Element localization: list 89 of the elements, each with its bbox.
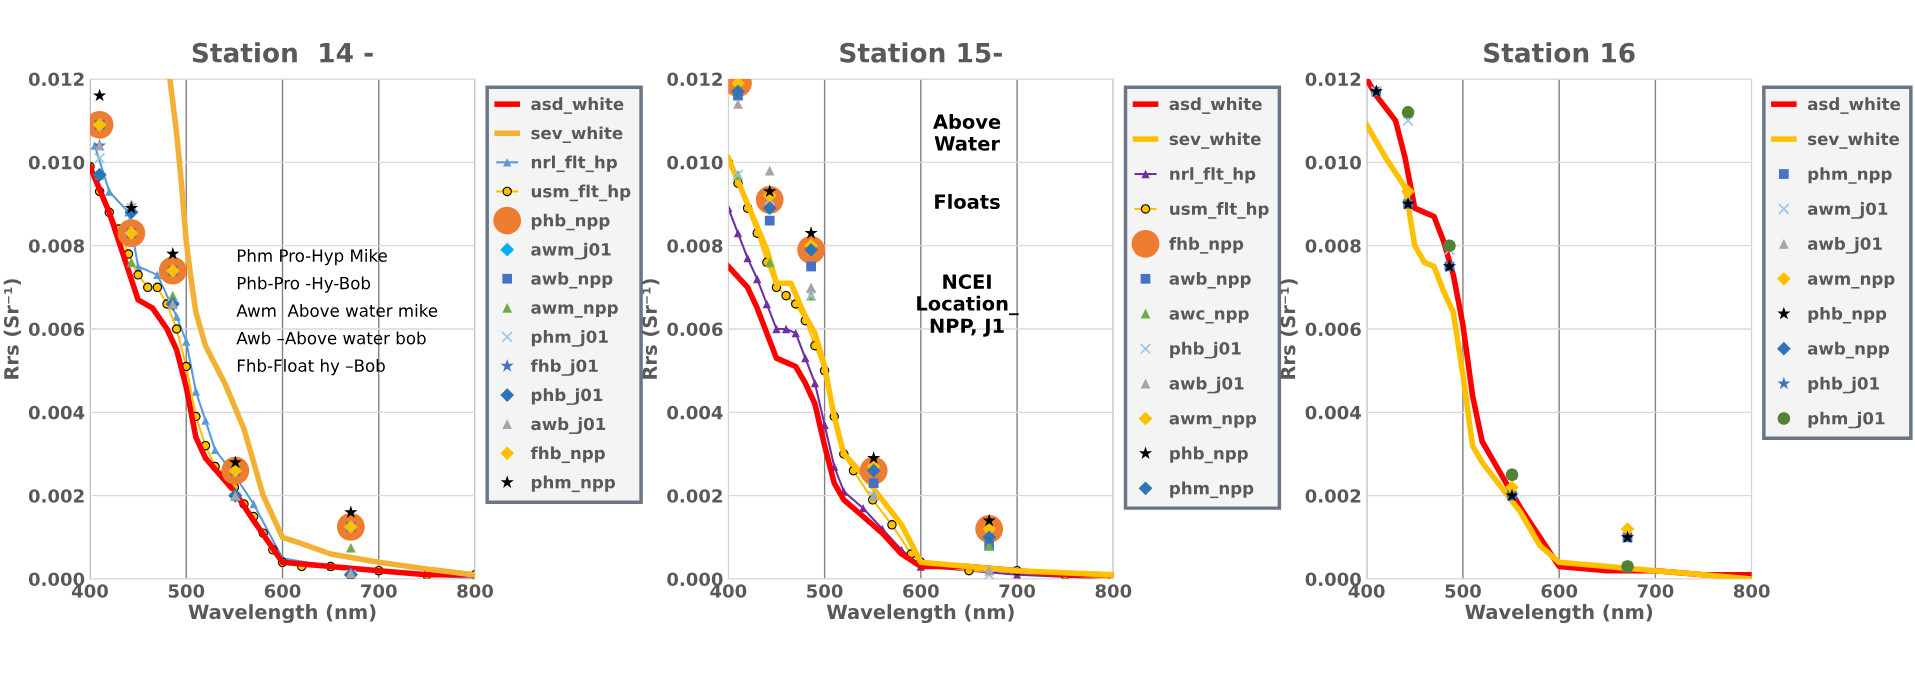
x-tick-label: 600 bbox=[264, 584, 301, 598]
x-tick-label: 500 bbox=[807, 584, 843, 598]
chart-title: Station 14 - bbox=[192, 42, 373, 63]
x-tick-label: 400 bbox=[710, 584, 747, 598]
x-axis-title: Wavelength (nm) bbox=[188, 604, 376, 624]
legend-label: awm_npp bbox=[1169, 415, 1257, 429]
legend-label: awc_npp bbox=[1169, 310, 1249, 324]
y-tick-label: 0.010 bbox=[1305, 155, 1361, 170]
chart-title: Station 16 bbox=[1484, 42, 1635, 63]
y-tick-label: 0.002 bbox=[667, 489, 722, 503]
y-tick-label: 0.012 bbox=[28, 72, 84, 87]
legend-label: sev_white bbox=[531, 126, 623, 144]
legend-label: awb_npp bbox=[531, 271, 613, 289]
x-axis-title: Wavelength (nm) bbox=[1465, 604, 1653, 624]
legend-label: phm_npp bbox=[531, 475, 615, 493]
legend-label: phb_j01 bbox=[531, 388, 603, 405]
x-tick-label: 600 bbox=[903, 584, 939, 598]
y-axis-title: Rrs (Sr⁻¹) bbox=[3, 279, 21, 379]
y-tick-label: 0.012 bbox=[667, 72, 722, 87]
x-tick-label: 700 bbox=[1637, 584, 1674, 598]
y-axis-title: Rrs (Sr⁻¹) bbox=[642, 279, 660, 379]
legend-label: phb_npp bbox=[531, 213, 610, 231]
y-tick-label: 0.004 bbox=[667, 405, 723, 420]
y-tick-label: 0.010 bbox=[667, 155, 723, 170]
legend-label: awb_j01 bbox=[1169, 376, 1244, 394]
x-tick-label: 500 bbox=[168, 584, 205, 598]
legend-label: awb_j01 bbox=[531, 417, 606, 434]
x-tick-label: 400 bbox=[71, 584, 108, 598]
y-tick-label: 0.000 bbox=[1305, 572, 1361, 587]
chart-title: Station 15- bbox=[840, 42, 1002, 63]
y-tick-label: 0.010 bbox=[28, 155, 85, 170]
legend-label: usm_flt_hp bbox=[531, 184, 631, 202]
legend-label: phb_npp bbox=[1170, 446, 1248, 464]
x-tick-label: 600 bbox=[1541, 584, 1578, 598]
y-tick-label: 0.002 bbox=[28, 489, 84, 503]
annotation: Above Water bbox=[933, 114, 1001, 151]
legend-label: awm_j01 bbox=[1807, 202, 1888, 219]
y-tick-label: 0.012 bbox=[1305, 72, 1361, 87]
legend-label: asd_white bbox=[531, 97, 624, 114]
legend-label: phm_j01 bbox=[531, 330, 608, 347]
legend-label: fhb_npp bbox=[1169, 237, 1244, 254]
y-tick-label: 0.004 bbox=[1305, 405, 1361, 420]
annotation: Floats bbox=[935, 194, 1000, 210]
x-tick-label: 800 bbox=[1733, 584, 1770, 598]
legend-label: phm_j01 bbox=[1808, 411, 1885, 429]
y-tick-label: 0.002 bbox=[1305, 489, 1361, 503]
legend-label: phb_npp bbox=[1808, 306, 1887, 324]
legend-label: fhb_npp bbox=[530, 446, 605, 464]
legend-label: phm_npp bbox=[1170, 481, 1254, 499]
y-tick-label: 0.008 bbox=[28, 239, 85, 253]
legend-label: asd_white bbox=[1807, 97, 1901, 114]
y-axis-title: Rrs (Sr⁻¹) bbox=[1280, 279, 1298, 379]
legend-label: awm_j01 bbox=[531, 242, 611, 260]
x-tick-label: 800 bbox=[457, 584, 493, 598]
legend-label: usm_flt_hp bbox=[1170, 202, 1269, 219]
legend-label: asd_white bbox=[1169, 97, 1262, 114]
y-tick-label: 0.000 bbox=[667, 572, 723, 587]
x-tick-label: 400 bbox=[1348, 584, 1385, 598]
legend-label: nrl_flt_hp bbox=[531, 155, 617, 173]
x-tick-label: 800 bbox=[1095, 584, 1132, 598]
annotation: Fhb-Float hy –Bob bbox=[237, 359, 385, 376]
legend-label: sev_white bbox=[1169, 132, 1261, 149]
annotation: Phb-Pro -Hy-Bob bbox=[237, 276, 371, 293]
legend-label: fhb_j01 bbox=[530, 359, 598, 376]
legend-label: nrl_flt_hp bbox=[1170, 167, 1256, 184]
x-tick-label: 500 bbox=[1445, 584, 1481, 598]
legend-label: sev_white bbox=[1808, 132, 1900, 149]
x-tick-label: 700 bbox=[361, 584, 397, 598]
annotation: Phm Pro-Hyp Mike bbox=[237, 249, 387, 266]
legend-label: phm_npp bbox=[1808, 167, 1892, 184]
y-tick-label: 0.006 bbox=[1305, 322, 1361, 337]
x-tick-label: 700 bbox=[999, 584, 1036, 598]
y-tick-label: 0.006 bbox=[667, 322, 723, 337]
legend-label: awb_npp bbox=[1807, 341, 1890, 359]
legend-label: awb_j01 bbox=[1807, 237, 1882, 254]
y-tick-label: 0.008 bbox=[667, 239, 723, 253]
legend-label: awm_npp bbox=[531, 304, 618, 318]
annotation: NCEI Location_ NPP, J1 bbox=[917, 274, 1019, 337]
annotation: Awb –Above water bob bbox=[236, 331, 426, 345]
y-tick-label: 0.004 bbox=[28, 405, 85, 420]
y-tick-label: 0.008 bbox=[1305, 239, 1361, 253]
x-axis-title: Wavelength (nm) bbox=[826, 604, 1014, 624]
y-tick-label: 0.006 bbox=[28, 322, 85, 337]
legend-label: awb_npp bbox=[1169, 271, 1251, 289]
annotation: Awm Above water mike bbox=[236, 304, 438, 317]
legend-label: phb_j01 bbox=[1170, 341, 1241, 359]
y-tick-label: 0.000 bbox=[28, 572, 85, 587]
legend-label: phb_j01 bbox=[1808, 376, 1879, 394]
legend-label: awm_npp bbox=[1807, 275, 1895, 289]
